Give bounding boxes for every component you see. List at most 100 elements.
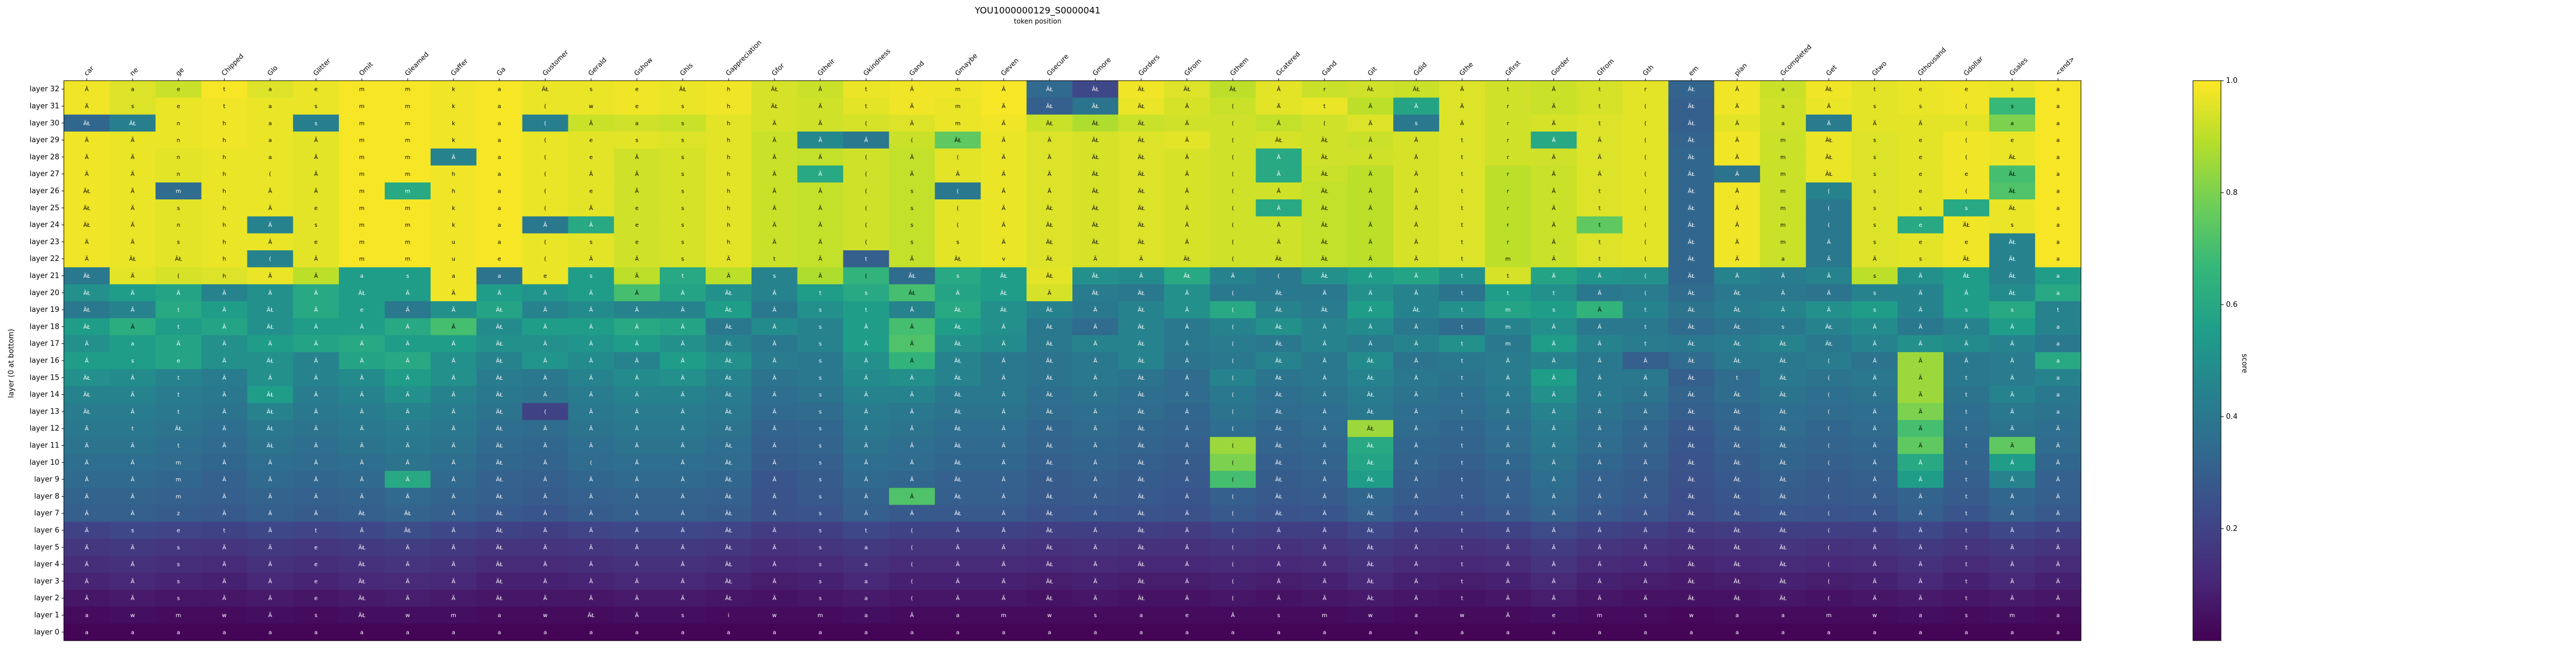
- heatmap-cell: [1026, 97, 1073, 115]
- cell-label: k: [452, 120, 455, 127]
- cell-label: Ä: [1552, 153, 1556, 161]
- heatmap-cell: [614, 250, 660, 268]
- cell-label: a: [2056, 341, 2060, 347]
- heatmap-cell: [1897, 403, 1944, 421]
- cell-label: Ä: [1185, 493, 1189, 500]
- heatmap-cell: [1760, 97, 1807, 115]
- heatmap-cell: [1897, 386, 1944, 404]
- heatmap-cell: [385, 233, 431, 251]
- cell-label: s: [1873, 273, 1876, 279]
- cell-label: (: [178, 273, 180, 279]
- heatmap-cell: [1026, 267, 1073, 285]
- heatmap-cell: [155, 199, 202, 217]
- cell-label: w: [772, 613, 777, 619]
- cell-label: ÄŁ: [129, 119, 137, 127]
- cell-label: ÄŁ: [1183, 255, 1191, 263]
- heatmap-cell: [751, 199, 798, 217]
- cell-label: Ä: [635, 442, 639, 449]
- heatmap-cell: [1576, 284, 1623, 302]
- heatmap-cell: [614, 369, 660, 387]
- cell-label: Ä: [910, 374, 914, 381]
- cell-label: Ä: [2056, 510, 2060, 517]
- heatmap-cell: [1851, 318, 1898, 336]
- cell-label: ÄŁ: [175, 255, 182, 263]
- heatmap-cell: [1668, 131, 1715, 149]
- heatmap-cell: [706, 182, 752, 200]
- cell-label: ÄŁ: [1367, 357, 1374, 365]
- heatmap-cell: [476, 318, 523, 336]
- cell-label: ÄŁ: [83, 408, 91, 415]
- colorbar: 0.20.40.60.81.0 score: [2192, 77, 2248, 641]
- x-tick-label: Gappreciation: [724, 39, 763, 77]
- cell-label: ÄŁ: [2009, 153, 2016, 161]
- heatmap-cell: [1668, 250, 1715, 268]
- cell-label: a: [314, 629, 318, 636]
- cell-label: (: [865, 188, 867, 194]
- cell-label: (: [1232, 545, 1234, 551]
- heatmap-cell: [706, 386, 752, 404]
- cell-label: ÄŁ: [1780, 510, 1787, 517]
- cell-label: Ä: [1598, 137, 1602, 144]
- heatmap-cell: [1118, 114, 1165, 132]
- heatmap-cell: [1301, 148, 1348, 166]
- cell-label: m: [405, 138, 410, 144]
- y-tick-label: layer 6: [34, 526, 59, 535]
- heatmap-cell: [1439, 114, 1486, 132]
- cell-label: t: [1461, 188, 1463, 194]
- cell-label: s: [819, 443, 822, 449]
- cell-label: ÄŁ: [1138, 561, 1145, 568]
- cell-label: Ä: [130, 442, 134, 449]
- cell-label: t: [1461, 341, 1463, 347]
- heatmap-cell: [201, 233, 248, 251]
- cell-label: Ä: [1415, 442, 1418, 449]
- cell-label: s: [2011, 222, 2014, 228]
- cell-label: a: [498, 273, 501, 279]
- cell-label: Ä: [1644, 527, 1648, 534]
- heatmap-cell: [522, 165, 569, 183]
- cell-label: Ä: [910, 476, 914, 483]
- heatmap-cell: [1805, 216, 1852, 234]
- cell-label: Ä: [1552, 119, 1556, 127]
- heatmap-cell: [660, 165, 706, 183]
- heatmap-cell: [1851, 335, 1898, 353]
- cell-label: ÄŁ: [1688, 289, 1695, 296]
- cell-label: ÄŁ: [267, 391, 274, 398]
- cell-label: a: [773, 629, 776, 636]
- cell-label: Ä: [772, 476, 776, 483]
- cell-label: Ä: [1185, 476, 1189, 483]
- x-tick-label: em: [1687, 64, 1700, 77]
- heatmap-cell: [1256, 182, 1302, 200]
- heatmap-cell: [797, 199, 844, 217]
- cell-label: t: [1598, 104, 1600, 110]
- cell-label: s: [819, 341, 822, 347]
- heatmap-cell: [2035, 352, 2082, 370]
- heatmap-cell: [64, 148, 110, 166]
- cell-label: Ä: [130, 391, 134, 398]
- cell-label: e: [635, 206, 638, 212]
- cell-label: Ä: [2010, 374, 2014, 381]
- cell-label: Ä: [1506, 442, 1510, 449]
- cell-label: Ä: [681, 577, 685, 585]
- cell-label: Ä: [1919, 544, 1922, 551]
- cell-label: ÄŁ: [1046, 340, 1053, 347]
- heatmap-cell: [247, 335, 293, 353]
- cell-label: Ä: [1277, 561, 1281, 568]
- heatmap-cell: [1485, 165, 1532, 183]
- cell-label: (: [544, 138, 547, 144]
- cell-label: Ä: [681, 357, 685, 365]
- heatmap-cell: [293, 386, 339, 404]
- cell-label: Ä: [406, 595, 410, 602]
- cell-label: Ä: [1415, 204, 1418, 212]
- cell-label: (: [1232, 290, 1234, 296]
- heatmap-cell: [109, 182, 156, 200]
- heatmap-cell: [430, 403, 477, 421]
- cell-label: ÄŁ: [1780, 476, 1787, 483]
- cell-label: ÄŁ: [1275, 306, 1282, 314]
- cell-label: Ä: [451, 340, 455, 347]
- cell-label: t: [178, 392, 180, 398]
- cell-label: Ä: [2010, 357, 2014, 365]
- cell-label: ÄŁ: [1046, 86, 1053, 93]
- heatmap-cell: [1622, 335, 1669, 353]
- heatmap-cell: [109, 233, 156, 251]
- y-tick-label: layer 3: [34, 577, 59, 586]
